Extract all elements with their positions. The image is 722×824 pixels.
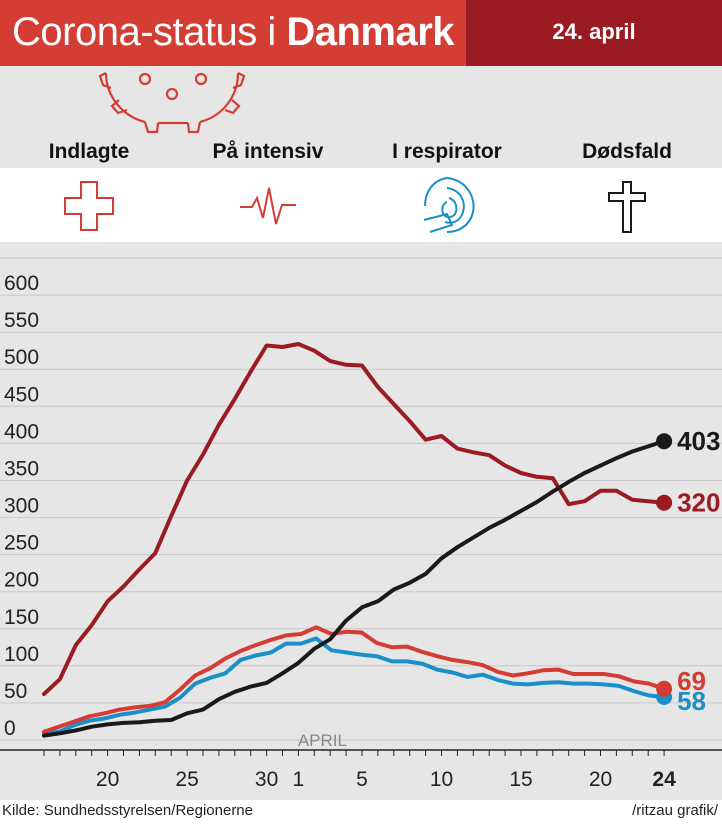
- x-tick-label: 20: [96, 768, 119, 791]
- chart-area: 0 50 100 150 200 250 300 350 400 450 500 550 600 20 2…: [0, 242, 722, 800]
- y-tick-label: 250: [4, 532, 39, 555]
- end-label-intensiv: 69: [677, 666, 706, 696]
- y-tick-label: 450: [4, 383, 39, 406]
- x-tick-label: 30: [255, 768, 278, 791]
- title-box: Corona-status i Danmark: [0, 0, 466, 66]
- y-tick-label: 200: [4, 569, 39, 592]
- x-tick-label: 25: [175, 768, 198, 791]
- line-chart: 0 50 100 150 200 250 300 350 400 450 500 550 600 20 2…: [0, 257, 722, 791]
- label-indlagte: Indlagte: [48, 140, 130, 163]
- header: Corona-status i Danmark 24. april: [0, 0, 722, 66]
- y-tick-label: 600: [4, 272, 39, 295]
- y-tick-label: 150: [4, 606, 39, 629]
- virus-icon: [98, 72, 246, 134]
- hospital-cross-icon: [64, 181, 114, 231]
- x-tick-label: 15: [509, 768, 532, 791]
- y-tick-label: 550: [4, 309, 39, 332]
- month-label: APRIL: [298, 731, 347, 750]
- end-point-intensiv: [656, 680, 673, 697]
- y-tick-label: 400: [4, 420, 39, 443]
- end-point-dodsfald: [656, 433, 673, 450]
- end-label-indlagte: 320: [677, 488, 720, 518]
- y-tick-label: 350: [4, 458, 39, 481]
- y-tick-label: 100: [4, 643, 39, 666]
- cross-icon: [608, 181, 646, 233]
- end-point-indlagte: [656, 494, 673, 511]
- source-note: Kilde: Sundhedsstyrelsen/Regionerne: [2, 802, 253, 819]
- respirator-icon: [423, 177, 475, 233]
- x-tick-label: 20: [589, 768, 612, 791]
- end-label-respirator: 58: [677, 686, 706, 716]
- series-line-intensiv: [42, 625, 667, 734]
- category-band: [0, 66, 722, 168]
- date-label: 24. april: [552, 19, 636, 44]
- page-title: Corona-status i Danmark: [12, 10, 455, 54]
- series-line-respirator: [42, 636, 667, 736]
- label-intensiv: På intensiv: [212, 140, 324, 163]
- icon-row: [0, 168, 722, 242]
- label-respirator: I respirator: [392, 140, 502, 163]
- y-tick-label: 50: [4, 680, 27, 703]
- x-tick-label: 24: [652, 768, 676, 791]
- date-box: 24. april: [466, 0, 722, 66]
- title-prefix: Corona-status i: [12, 10, 287, 54]
- series-line-indlagte: [42, 342, 667, 696]
- x-tick-label: 10: [430, 768, 453, 791]
- x-tick-label: 5: [356, 768, 368, 791]
- y-tick-label: 500: [4, 346, 39, 369]
- end-label-dodsfald: 403: [677, 426, 720, 456]
- label-dodsfald: Dødsfald: [582, 140, 672, 163]
- credit-note: /ritzau grafik/: [632, 802, 718, 819]
- x-tick-label: 1: [293, 768, 305, 791]
- y-tick-label: 0: [4, 717, 16, 740]
- y-tick-label: 300: [4, 495, 39, 518]
- title-country: Danmark: [286, 10, 455, 54]
- series-line-dodsfald: [42, 439, 667, 738]
- heartbeat-icon: [240, 187, 296, 225]
